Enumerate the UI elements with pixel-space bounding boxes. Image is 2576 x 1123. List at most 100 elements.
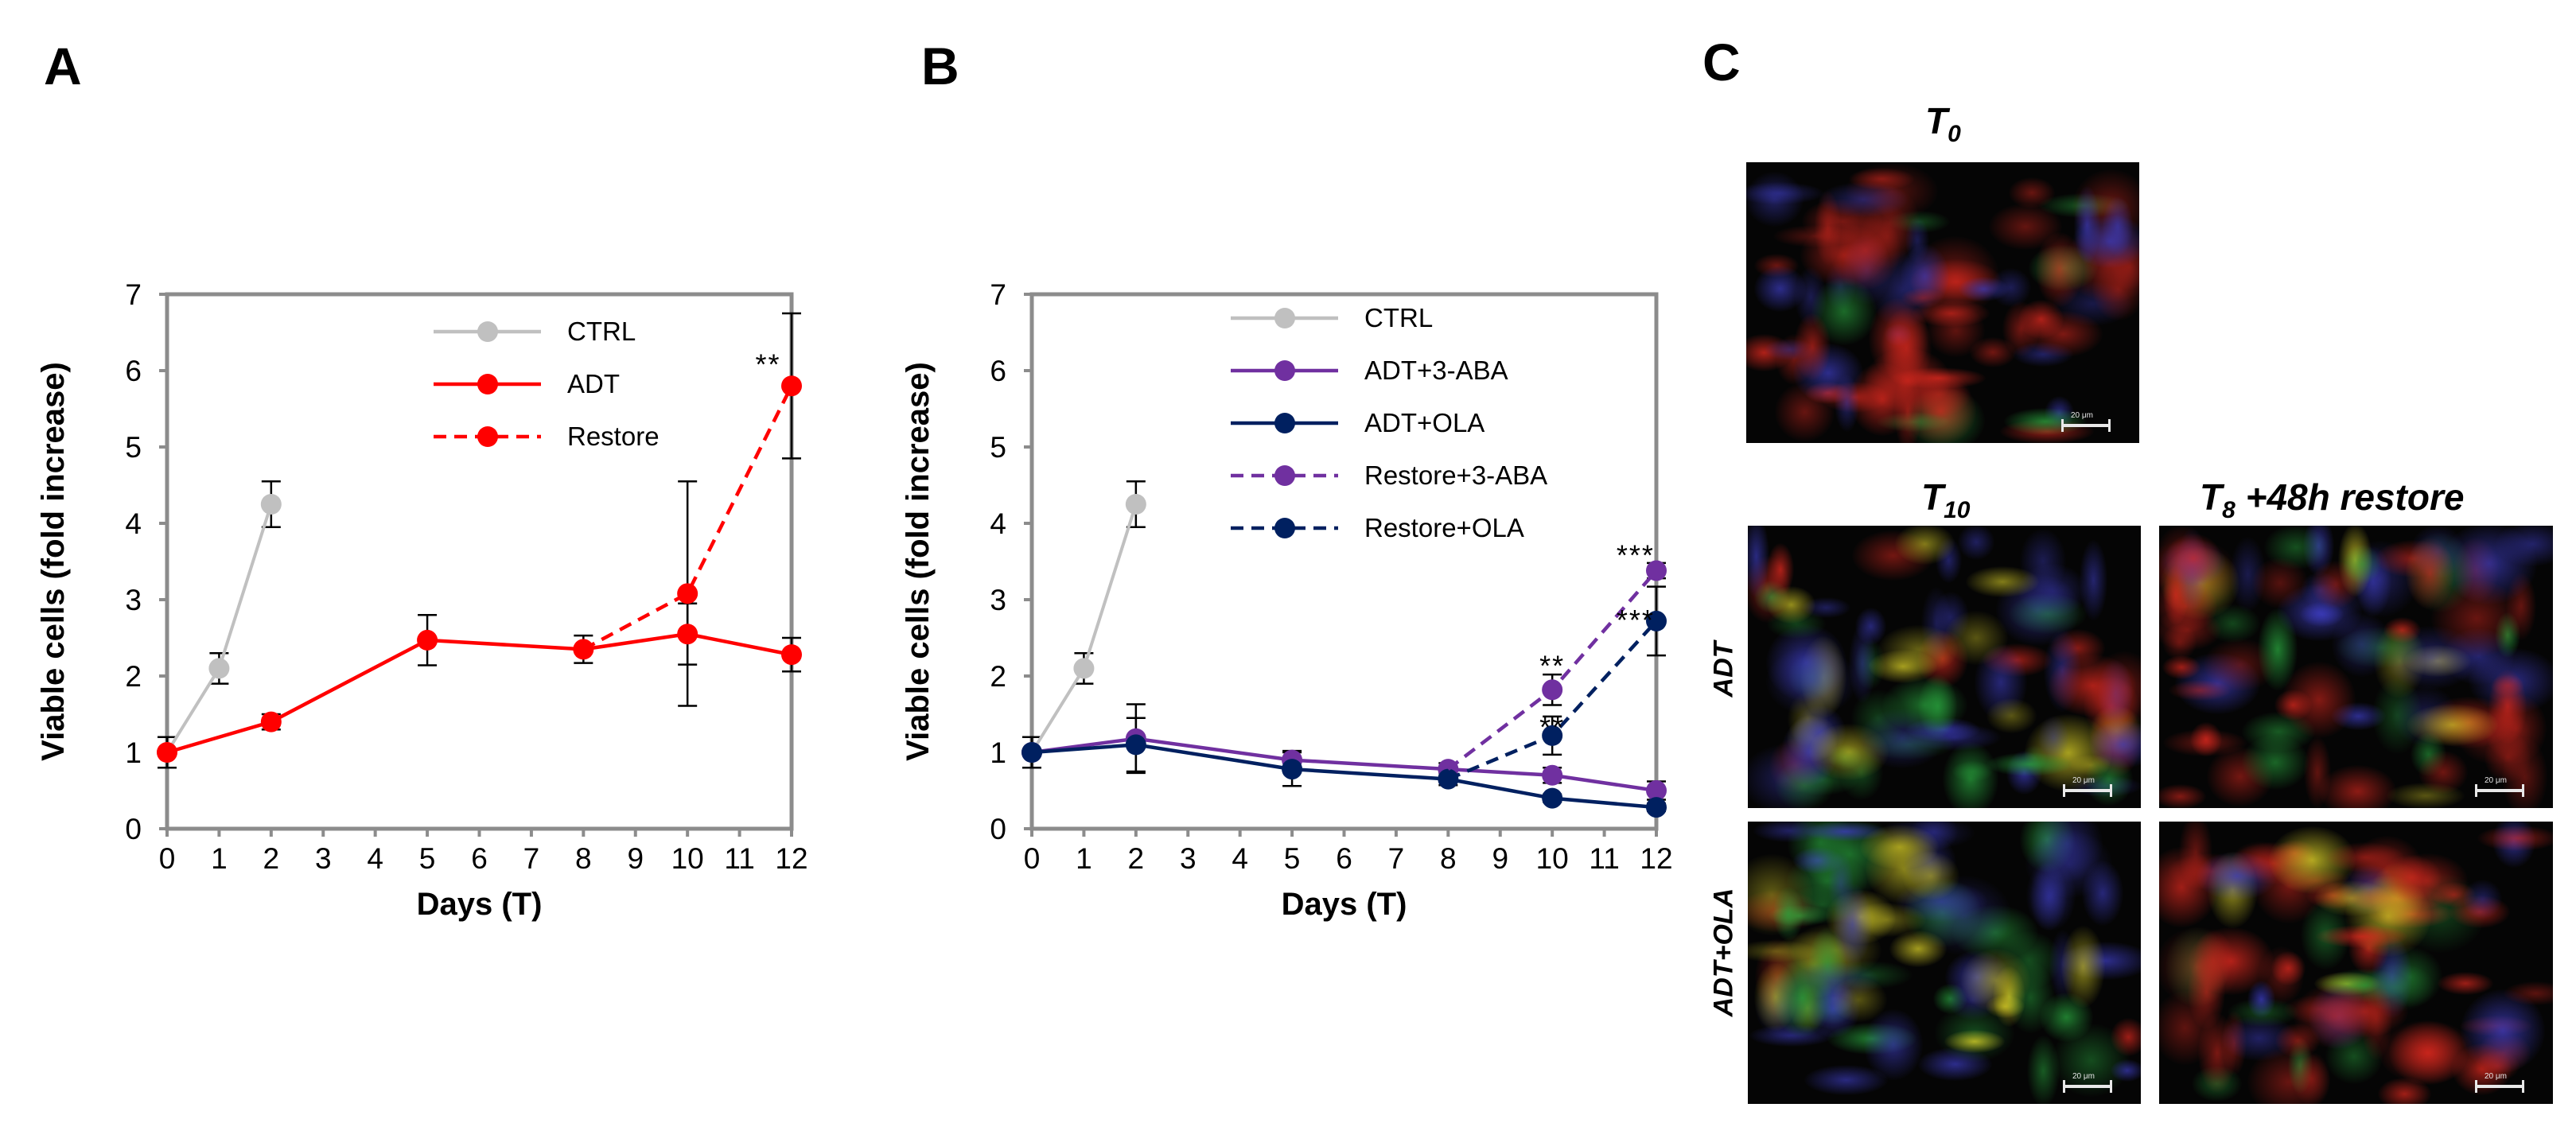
micrograph-cell-blob <box>2159 846 2218 928</box>
micrograph-cell-blob <box>2387 853 2469 908</box>
panel-label-c: C <box>1702 33 1741 91</box>
chart-a-legend-marker-restore <box>477 426 498 447</box>
micrograph-cell-blob <box>2187 954 2225 1029</box>
micrograph-cell-blob <box>2258 608 2298 691</box>
micrograph-cell-blob <box>2299 601 2344 627</box>
chart-b-xlabel: Days (T) <box>1282 887 1407 922</box>
title-t0: T0 <box>1925 100 1961 148</box>
micrograph-cell-blob <box>2088 721 2141 769</box>
chart-b-point-adt-3-aba <box>1646 780 1667 801</box>
chart-a-plot-frame <box>165 292 794 831</box>
micrograph-cell-blob <box>2036 232 2084 307</box>
chart-b-ytick-label: 5 <box>990 431 1006 464</box>
micrograph-cell-blob <box>1786 884 1859 924</box>
chart-b-significance-label: ** <box>1539 650 1565 682</box>
micrograph-cell-blob <box>1830 212 1901 290</box>
chart-a-legend-ctrl: CTRL <box>567 317 636 346</box>
panel-label-a: A <box>44 37 82 95</box>
micrograph-cell-blob <box>1793 313 1831 380</box>
chart-a-xtick-label: 5 <box>419 842 436 875</box>
chart-a-legend-marker-adt <box>477 374 498 394</box>
chart-b-xtick-label: 7 <box>1388 842 1405 875</box>
chart-b-xtick-label: 12 <box>1640 842 1672 875</box>
micrograph-cell-blob <box>2092 258 2139 321</box>
micrograph-cell-blob <box>1960 949 2030 1012</box>
chart-a-point-adt <box>260 711 282 732</box>
chart-b-ytick-label: 1 <box>990 736 1006 769</box>
micrograph-cell-blob <box>1746 171 1804 227</box>
micrograph-cell-blob <box>1766 542 1795 596</box>
micrograph-t8-adt: 20 μm <box>2159 526 2553 808</box>
micrograph-cell-blob <box>1860 204 1913 270</box>
micrograph-cell-blob <box>1895 526 1955 565</box>
micrograph-cell-blob <box>1918 1047 1992 1081</box>
micrograph-cell-blob <box>2438 972 2494 995</box>
micrograph-cell-blob <box>1830 977 1887 1023</box>
scale-bar <box>2475 1080 2524 1093</box>
chart-a-ytick-label: 5 <box>125 431 142 464</box>
chart-a-ytick-label: 7 <box>125 278 142 311</box>
chart-b-xtick-label: 6 <box>1336 842 1352 875</box>
chart-a-ytick-label: 0 <box>125 813 142 845</box>
chart-a-legend-adt: ADT <box>567 369 620 398</box>
chart-b-plot-frame <box>1029 292 1659 831</box>
micrograph-cell-blob <box>2162 624 2197 660</box>
micrograph-cell-blob <box>2110 1017 2141 1056</box>
chart-b-legend-adt-ola: ADT+OLA <box>1364 408 1485 437</box>
chart-a-legend-restore: Restore <box>567 422 660 451</box>
chart-b-point-restore-3-aba <box>1646 560 1667 581</box>
chart-a-xtick-label: 2 <box>263 842 280 875</box>
chart-b-legend-adt-3-aba: ADT+3-ABA <box>1364 356 1508 385</box>
micrograph-cell-blob <box>2292 1051 2330 1104</box>
micrograph-cell-blob <box>2484 732 2531 783</box>
micrograph-cell-blob <box>2003 407 2087 436</box>
micrograph-cell-blob <box>2501 737 2548 808</box>
chart-a-xtick-label: 3 <box>315 842 332 875</box>
micrograph-cell-blob <box>2159 784 2206 808</box>
chart-b-ytick-label: 7 <box>990 278 1006 311</box>
micrograph-cell-blob <box>1905 217 1929 264</box>
micrograph-cell-blob <box>2263 526 2329 570</box>
micrograph-cell-blob <box>1894 371 1922 443</box>
chart-a-xtick-label: 10 <box>671 842 704 875</box>
micrograph-cell-blob <box>1808 723 1889 780</box>
micrograph-cell-blob <box>1773 887 1804 941</box>
chart-b-xtick-label: 2 <box>1128 842 1145 875</box>
chart-a-xtick-label: 6 <box>471 842 488 875</box>
micrograph-cell-blob <box>1848 167 1915 190</box>
chart-a-point-restore <box>677 583 698 604</box>
micrograph-cell-blob <box>2274 1023 2321 1059</box>
chart-a-xtick-label: 0 <box>159 842 176 875</box>
chart-a-point-ctrl <box>260 494 282 515</box>
micrograph-cell-blob <box>1965 565 2040 598</box>
chart-a-significance-label: ** <box>756 348 781 380</box>
chart-b-point-ctrl <box>1125 494 1146 515</box>
chart-b-ylabel: Viable cells (fold increase) <box>901 362 936 761</box>
micrograph-cell-blob <box>1944 610 2008 665</box>
micrograph-cell-blob <box>1901 243 1950 309</box>
micrograph-cell-blob <box>1863 1009 1923 1080</box>
panel-label-b: B <box>921 37 959 95</box>
chart-b-legend-ctrl: CTRL <box>1364 303 1433 332</box>
chart-b-legend-marker-restore-3-aba <box>1274 465 1295 486</box>
micrograph-cell-blob <box>2048 654 2136 717</box>
micrograph-cell-blob <box>2274 690 2313 721</box>
chart-b-ytick-label: 0 <box>990 813 1006 845</box>
micrograph-cell-blob <box>1860 824 1940 870</box>
micrograph-cell-blob <box>2337 626 2426 668</box>
micrograph-cell-blob <box>2462 880 2503 919</box>
micrograph-cell-blob <box>2477 825 2553 852</box>
micrograph-t10-adt-ola: 20 μm <box>1748 822 2141 1104</box>
micrograph-cell-blob <box>2247 980 2276 1018</box>
micrograph-cell-blob <box>2079 540 2108 620</box>
micrograph-cell-blob <box>2102 196 2134 257</box>
micrograph-cell-blob <box>1921 586 1952 660</box>
micrograph-cell-blob <box>2504 981 2553 1006</box>
micrograph-cell-blob <box>1766 624 1847 702</box>
chart-b-point-adt-3-aba <box>1542 764 1563 786</box>
chart-b-xtick-label: 1 <box>1076 842 1092 875</box>
micrograph-cell-blob <box>2302 526 2335 576</box>
chart-b-xtick-label: 10 <box>1536 842 1569 875</box>
